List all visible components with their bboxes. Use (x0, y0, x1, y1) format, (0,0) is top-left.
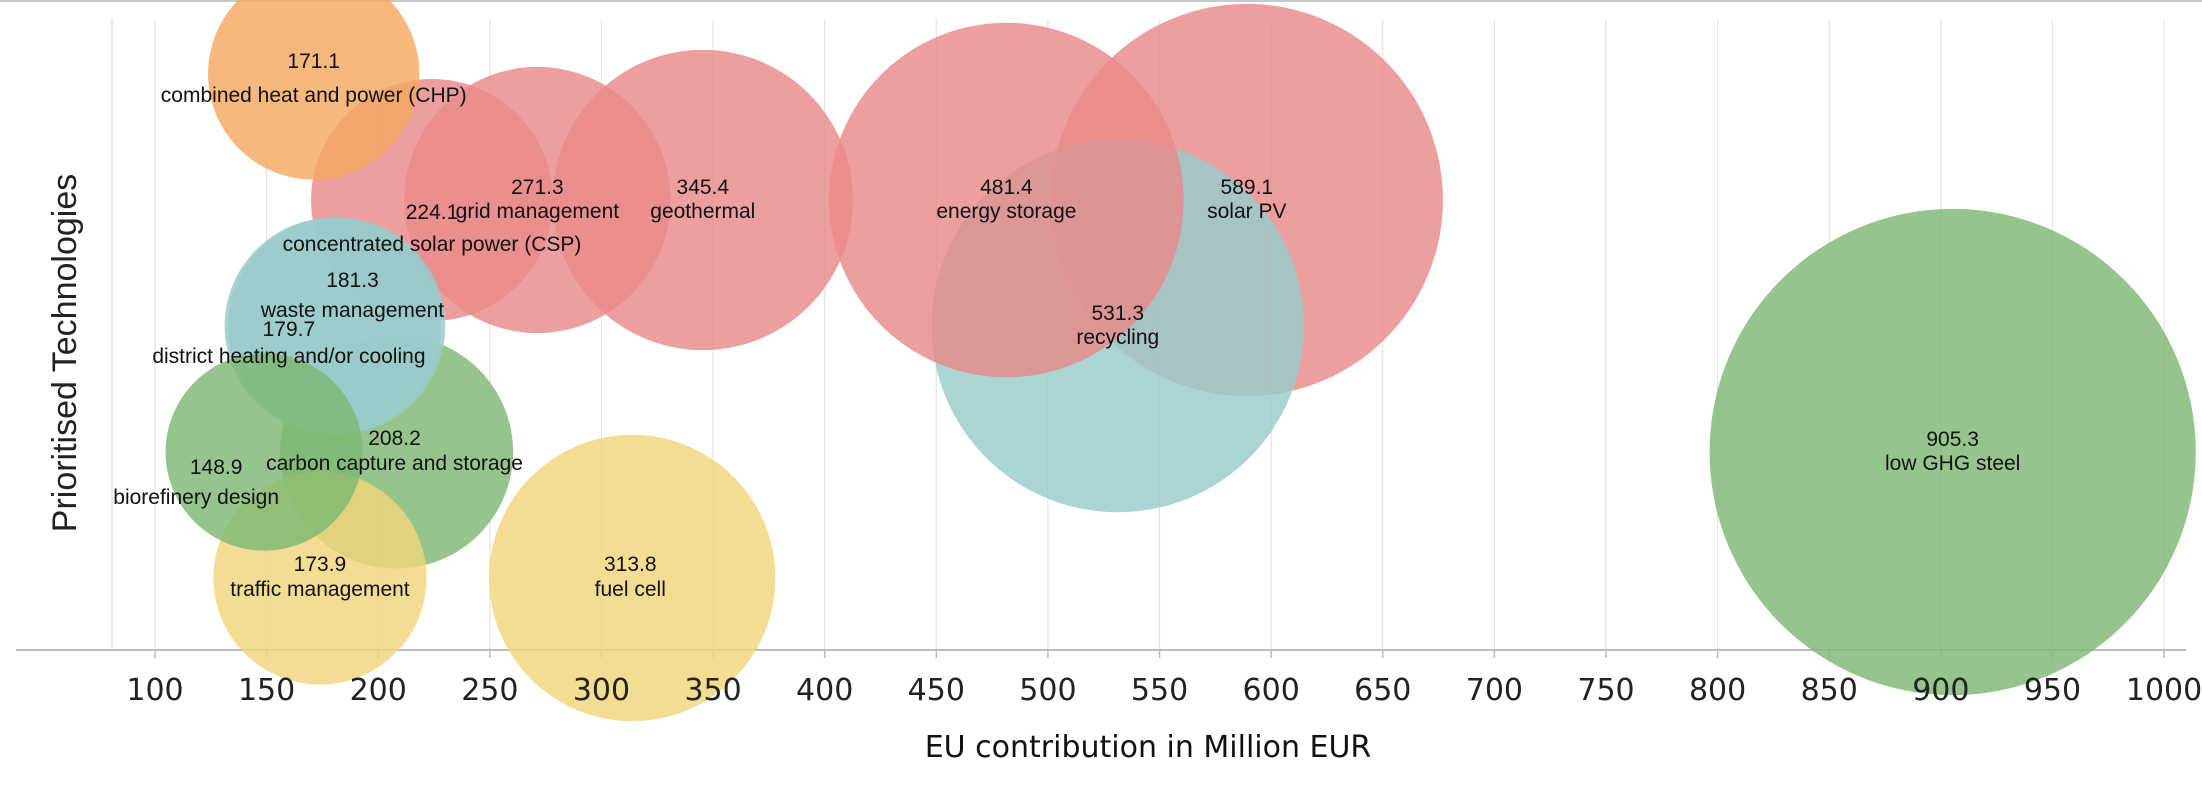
bubble (489, 434, 776, 722)
bubble-name-label: concentrated solar power (CSP) (283, 233, 582, 256)
x-tick-label: 800 (1689, 673, 1746, 708)
bubble-name-label: traffic management (230, 578, 410, 601)
x-tick-label: 650 (1354, 673, 1411, 708)
bubble-name-label: grid management (456, 200, 620, 223)
bubble-value-label: 181.3 (326, 269, 379, 292)
bubble-value-label: 589.1 (1221, 176, 1274, 199)
bubble-value-label: 208.2 (368, 427, 421, 450)
bubble-name-label: recycling (1076, 326, 1159, 349)
y-axis-title: Prioritised Technologies (46, 174, 84, 532)
bubble-name-label: fuel cell (595, 578, 666, 601)
x-tick-label: 750 (1577, 673, 1634, 708)
x-tick-label: 400 (796, 673, 853, 708)
bubble-name-label: carbon capture and storage (266, 452, 523, 475)
bubble-name-label: low GHG steel (1885, 452, 2020, 475)
bubble-value-label: 313.8 (604, 553, 657, 576)
bubble (165, 353, 363, 551)
bubble-value-label: 905.3 (1926, 428, 1979, 451)
bubble (208, 0, 420, 180)
bubble-value-label: 179.7 (263, 318, 316, 341)
bubble-value-label: 345.4 (677, 176, 730, 199)
x-tick-label: 250 (461, 673, 518, 708)
bubble-name-label: energy storage (936, 200, 1076, 223)
bubble-value-label: 271.3 (511, 176, 564, 199)
bubble-value-label: 481.4 (980, 176, 1033, 199)
x-tick-label: 450 (908, 673, 965, 708)
x-tick-label: 100 (126, 673, 183, 708)
bubble-name-label: waste management (260, 299, 444, 322)
bubble-value-label: 148.9 (190, 456, 243, 479)
bubble-value-label: 224.1 (406, 201, 459, 224)
x-tick-label: 850 (1801, 673, 1858, 708)
x-tick-label: 1000 (2126, 673, 2202, 708)
x-tick-labels: 100 150 200 250 300 350 400 450 500 550 600 650 700 7… (126, 673, 2202, 708)
bubble-name-label: combined heat and power (CHP) (161, 84, 467, 107)
x-tick-label: 200 (350, 673, 407, 708)
bubble-name-label: solar PV (1207, 200, 1286, 223)
top-rule (0, 0, 2202, 2)
x-tick-label: 900 (1912, 673, 1969, 708)
bubble (1709, 208, 2196, 696)
x-tick-label: 150 (238, 673, 295, 708)
bubble-value-label: 173.9 (294, 553, 347, 576)
bubble-name-label: geothermal (650, 200, 755, 223)
bubble-name-label: biorefinery design (113, 486, 279, 509)
x-tick-label: 700 (1466, 673, 1523, 708)
x-tick-label: 300 (573, 673, 630, 708)
x-tick-label: 500 (1019, 673, 1076, 708)
bubble-value-label: 531.3 (1092, 302, 1145, 325)
bubble-value-label: 171.1 (287, 50, 340, 73)
x-tick-label: 600 (1243, 673, 1300, 708)
bubble-name-label: district heating and/or cooling (152, 345, 425, 368)
x-tick-label: 350 (684, 673, 741, 708)
x-tick-label: 550 (1131, 673, 1188, 708)
x-tick-label: 950 (2024, 673, 2081, 708)
x-axis-title: EU contribution in Million EUR (925, 730, 1372, 765)
bubble (829, 22, 1184, 378)
